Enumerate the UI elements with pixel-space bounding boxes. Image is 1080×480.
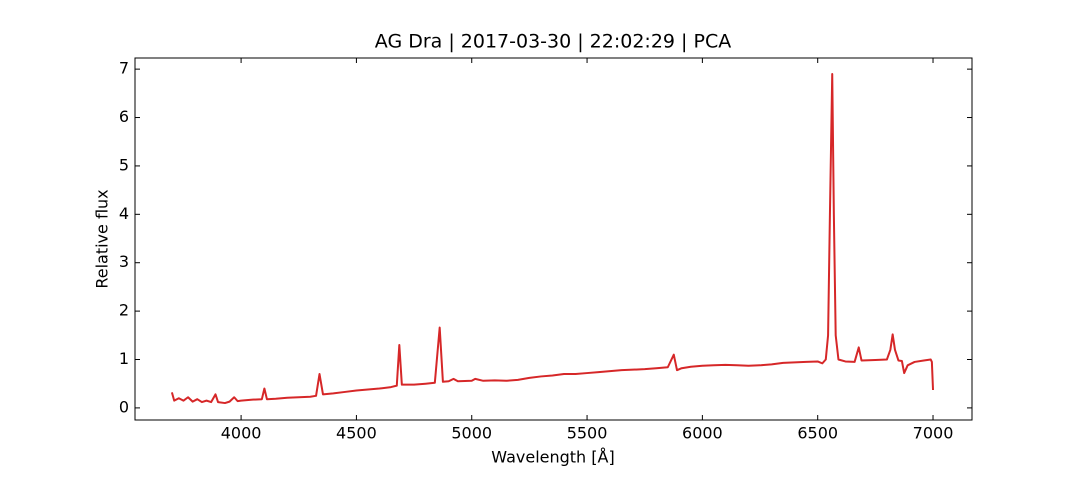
x-tick-label: 5000 <box>451 424 492 443</box>
x-tick-label: 5500 <box>567 424 608 443</box>
y-tick-label: 1 <box>119 349 129 368</box>
plot-frame <box>134 57 973 421</box>
x-tick-label: 4000 <box>221 424 262 443</box>
x-axis-label: Wavelength [Å] <box>491 448 614 467</box>
y-tick-label: 2 <box>119 301 129 320</box>
y-tick-label: 3 <box>119 252 129 271</box>
y-axis-label: Relative flux <box>93 189 112 288</box>
y-tick-label: 0 <box>119 397 129 416</box>
y-tick-label: 7 <box>119 59 129 78</box>
chart-title: AG Dra | 2017-03-30 | 22:02:29 | PCA <box>375 31 731 53</box>
y-tick-label: 5 <box>119 155 129 174</box>
y-tick-label: 4 <box>119 204 129 223</box>
x-tick-label: 7000 <box>913 424 954 443</box>
spectrum-line <box>170 72 935 405</box>
x-tick-label: 4500 <box>336 424 377 443</box>
x-tick-label: 6000 <box>682 424 723 443</box>
y-tick-label: 6 <box>119 107 129 126</box>
x-tick-label: 6500 <box>797 424 838 443</box>
